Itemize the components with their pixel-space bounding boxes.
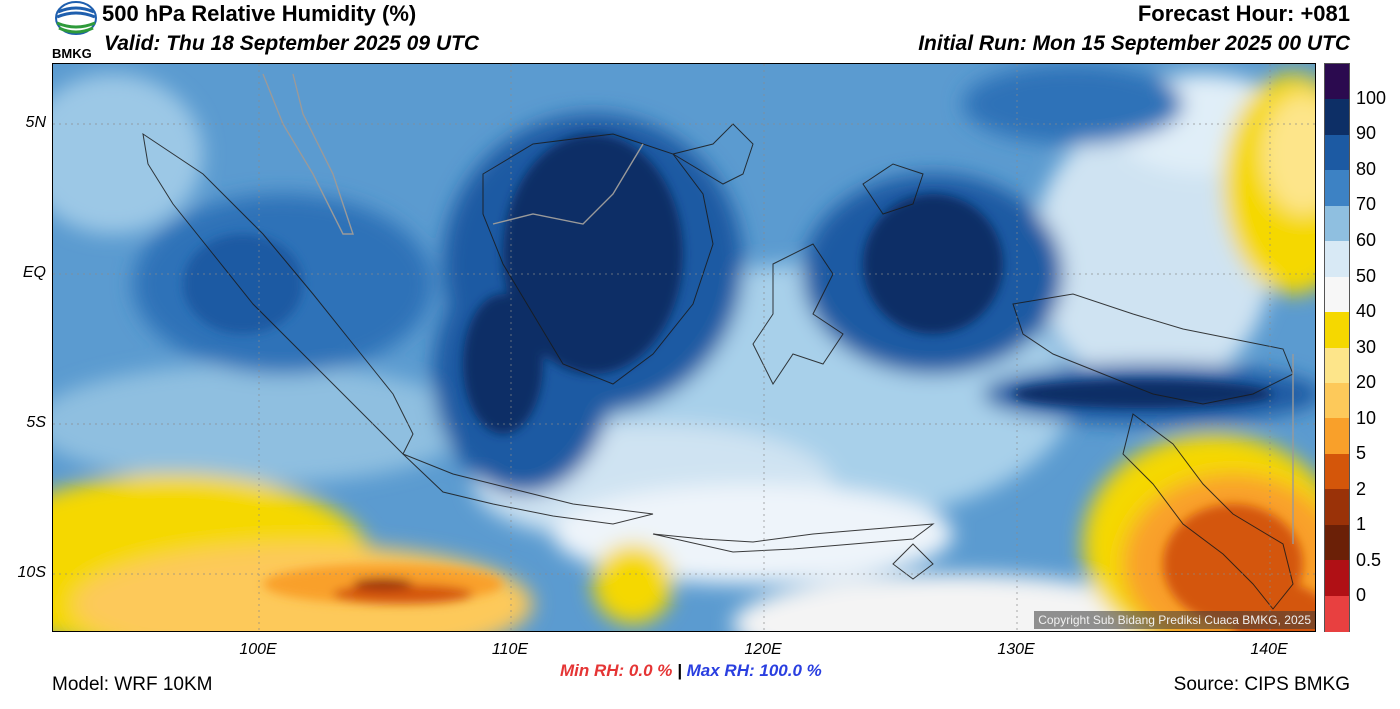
model-name: Model: WRF 10KM	[52, 674, 213, 695]
rh-stats: Min RH: 0.0 % | Max RH: 100.0 %	[560, 661, 822, 681]
colorbar-segment	[1325, 524, 1349, 561]
colorbar-label: 60	[1356, 230, 1377, 250]
colorbar-segment	[1325, 453, 1349, 490]
valid-time: Valid: Thu 18 September 2025 09 UTC	[104, 32, 480, 55]
colorbar-label: 50	[1356, 266, 1377, 286]
logo-text: BMKG	[52, 46, 92, 61]
colorbar-segment	[1325, 241, 1349, 278]
chart-title: 500 hPa Relative Humidity (%)	[102, 1, 417, 26]
humidity-map-canvas	[53, 64, 1315, 631]
humidity-map	[52, 63, 1316, 632]
bmkg-logo-icon	[55, 1, 97, 35]
lon-label-100e: 100E	[239, 641, 277, 658]
colorbar-segment	[1325, 276, 1349, 313]
colorbar-label: 2	[1356, 479, 1367, 499]
lat-label-10s: 10S	[17, 564, 46, 581]
lat-label-eq: EQ	[22, 264, 46, 281]
colorbar-segment	[1325, 205, 1349, 242]
colorbar-label: 1	[1356, 514, 1367, 534]
colorbar-segment	[1325, 347, 1349, 384]
colorbar-label: 20	[1356, 372, 1377, 392]
country-borders	[262, 73, 1294, 544]
lon-label-120e: 120E	[744, 641, 782, 658]
colorbar-label: 10	[1356, 408, 1377, 428]
colorbar-segment	[1325, 99, 1349, 136]
colorbar-label: 0	[1356, 585, 1367, 605]
max-rh: Max RH: 100.0 %	[686, 661, 822, 680]
copyright-notice: Copyright Sub Bidang Prediksi Cuaca BMKG…	[1034, 611, 1315, 629]
min-rh: Min RH: 0.0 %	[560, 661, 673, 680]
colorbar-segment	[1325, 560, 1349, 597]
colorbar-label: 90	[1356, 123, 1377, 143]
graticule	[53, 64, 1315, 631]
lat-label-5n: 5N	[25, 114, 46, 131]
colorbar-label: 40	[1356, 301, 1377, 321]
colorbar-segment	[1325, 382, 1349, 419]
colorbar-segment	[1325, 134, 1349, 171]
colorbar-segment	[1325, 418, 1349, 455]
colorbar-label: 70	[1356, 194, 1377, 214]
lat-label-5s: 5S	[26, 414, 46, 431]
colorbar-label: 0.5	[1356, 550, 1382, 570]
colorbar-segment	[1325, 312, 1349, 348]
colorbar-label: 5	[1356, 443, 1367, 463]
colorbar-label: 100	[1356, 88, 1387, 108]
data-source: Source: CIPS BMKG	[1173, 674, 1350, 695]
colorbar-segment	[1325, 170, 1349, 207]
coastlines	[142, 123, 1294, 610]
initial-run: Initial Run: Mon 15 September 2025 00 UT…	[918, 32, 1350, 55]
colorbar-segment	[1325, 595, 1349, 632]
lon-label-110e: 110E	[491, 641, 529, 658]
forecast-hour: Forecast Hour: +081	[1137, 1, 1350, 26]
lon-label-130e: 130E	[997, 641, 1035, 658]
lon-label-140e: 140E	[1250, 641, 1288, 658]
colorbar-label: 80	[1356, 159, 1377, 179]
bmkg-logo	[50, 0, 102, 62]
colorbar-segment	[1325, 64, 1349, 100]
stats-separator: |	[677, 661, 682, 680]
colorbar-label: 30	[1356, 337, 1377, 357]
colorbar	[1324, 63, 1350, 632]
colorbar-segment	[1325, 489, 1349, 526]
